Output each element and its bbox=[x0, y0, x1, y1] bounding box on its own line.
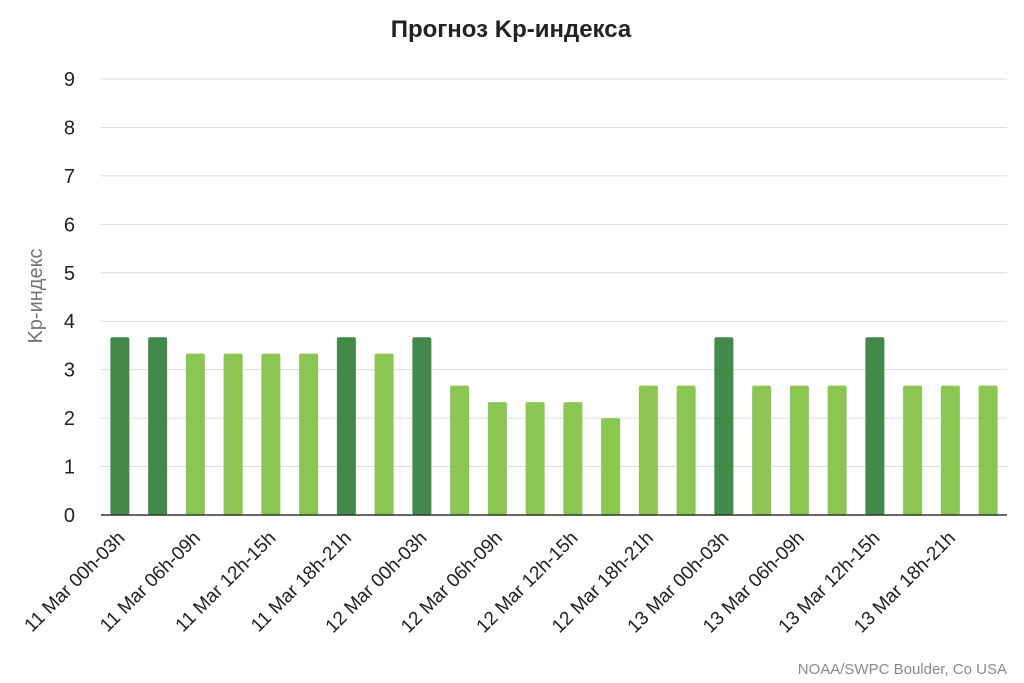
y-tick-label: 0 bbox=[64, 505, 75, 527]
bar bbox=[789, 385, 809, 515]
y-tick-label: 3 bbox=[64, 360, 75, 382]
y-tick-label: 1 bbox=[64, 457, 75, 479]
bar bbox=[638, 385, 658, 515]
source-credit: NOAA/SWPC Boulder, Co USA bbox=[798, 661, 1007, 678]
bar bbox=[412, 337, 432, 515]
bar bbox=[714, 337, 734, 515]
y-tick-label: 7 bbox=[64, 166, 75, 188]
y-tick-label: 6 bbox=[64, 214, 75, 236]
y-tick-label: 9 bbox=[64, 69, 75, 91]
y-axis-ticks: 0 1 2 3 4 5 6 7 8 9 bbox=[64, 69, 75, 527]
gridlines bbox=[101, 78, 1007, 468]
bar bbox=[752, 385, 772, 515]
y-tick-label: 8 bbox=[64, 117, 75, 139]
bar bbox=[450, 385, 470, 515]
y-axis-label: Kp-индекс bbox=[25, 248, 47, 343]
bar bbox=[525, 402, 545, 515]
bar bbox=[903, 385, 923, 515]
bar bbox=[223, 353, 243, 515]
bar bbox=[487, 402, 507, 515]
bar bbox=[601, 418, 621, 515]
y-tick-label: 2 bbox=[64, 408, 75, 430]
bar bbox=[940, 385, 960, 515]
y-tick-label: 4 bbox=[64, 311, 75, 333]
bar bbox=[676, 385, 696, 515]
bar bbox=[978, 385, 998, 515]
bar bbox=[563, 402, 583, 515]
bar bbox=[336, 337, 356, 515]
bar bbox=[148, 337, 168, 515]
bar bbox=[827, 385, 847, 515]
bar bbox=[185, 353, 205, 515]
chart-title: Прогноз Kp-индекса bbox=[391, 16, 632, 43]
bar bbox=[865, 337, 885, 515]
bars bbox=[110, 337, 998, 515]
bar bbox=[261, 353, 281, 515]
bar bbox=[374, 353, 394, 515]
y-tick-label: 5 bbox=[64, 263, 75, 285]
bar bbox=[299, 353, 319, 515]
bar bbox=[110, 337, 130, 515]
